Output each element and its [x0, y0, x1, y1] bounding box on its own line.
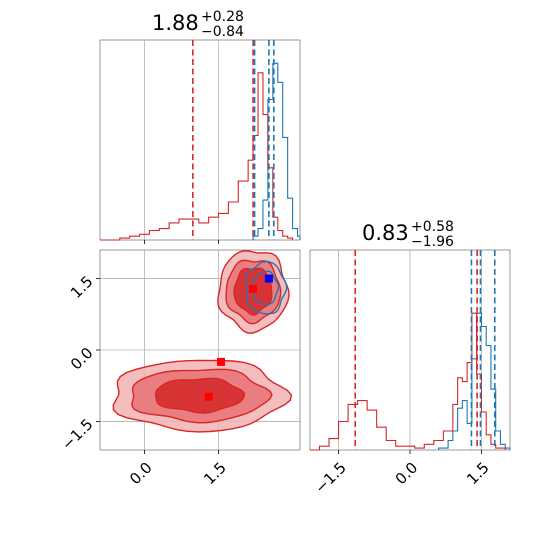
marginal-x-frame: [99, 39, 301, 241]
marginal-y-panel: −1.5 0.0 1.5 0.83 +0.58 −1.96: [309, 219, 511, 497]
marginal-y-histogram-series-1: [310, 312, 506, 451]
marginal-x-title-value: 1.88: [152, 11, 199, 35]
marginal-y-title-minus: −1.96: [411, 234, 454, 250]
marginal-y-tick-label: −1.5: [311, 459, 349, 497]
marginal-x-title-plus: +0.28: [201, 9, 244, 25]
marginal-y-tick-label: 1.5: [463, 459, 493, 489]
joint-marker: [204, 392, 213, 401]
marginal-y-tick-label: 0.0: [392, 459, 422, 489]
marginal-x-panel: 1.88 +0.28 −0.84: [99, 9, 301, 244]
marginal-x-histogram-series-0: [252, 62, 301, 240]
marginal-x-title-minus: −0.84: [201, 24, 244, 40]
joint-x-tick-label: 1.5: [200, 459, 230, 489]
marginal-y-title-plus: +0.58: [411, 219, 454, 235]
joint-y-tick-label: 1.5: [67, 272, 97, 302]
marginal-y-title-value: 0.83: [362, 221, 409, 245]
joint-x-tick-label: 0.0: [126, 459, 156, 489]
marginal-x-histogram-series-1: [100, 72, 294, 241]
joint-contour-level: [245, 260, 288, 315]
joint-marker: [216, 357, 225, 366]
joint-marker: [264, 274, 273, 283]
joint-y-tick-label: −1.5: [58, 415, 96, 453]
joint-contour-level: [154, 377, 246, 414]
joint-marker: [249, 285, 258, 294]
joint-panel: 0.0 1.5 −1.5 0.0 1.5: [58, 249, 301, 489]
joint-y-tick-label: 0.0: [67, 344, 97, 374]
